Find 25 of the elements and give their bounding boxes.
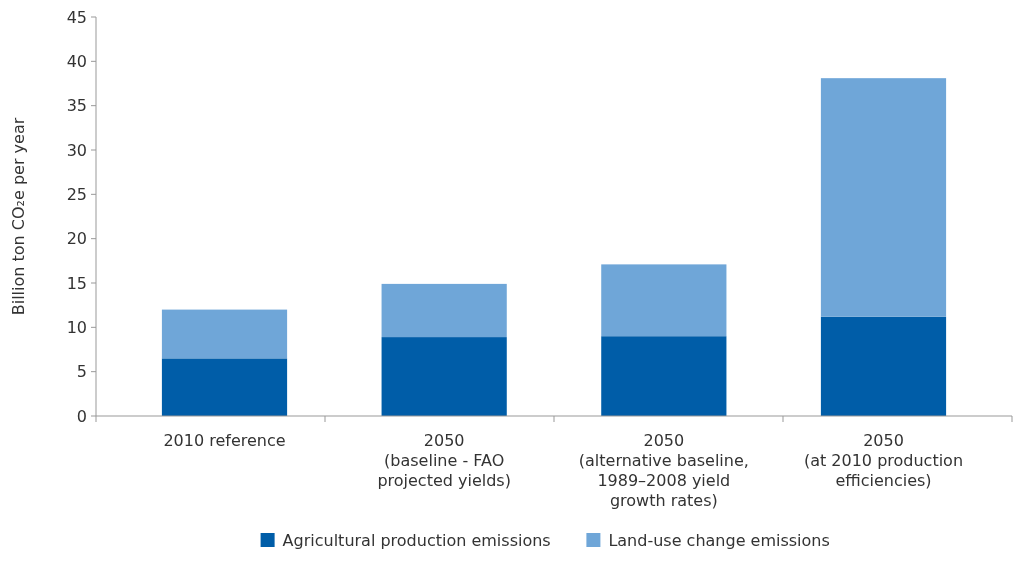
y-tick-label: 10: [66, 317, 87, 337]
y-tick-label: 15: [66, 273, 87, 293]
y-tick-label: 5: [76, 362, 87, 382]
bar: [820, 78, 947, 317]
bar: [381, 283, 507, 338]
bar: [601, 336, 727, 416]
bar: [601, 264, 727, 337]
bar: [820, 316, 947, 416]
y-tick-label: 30: [66, 140, 87, 160]
x-tick-label: 2050 (baseline - FAO projected yields): [377, 431, 511, 490]
legend-label: Land-use change emissions: [608, 530, 830, 550]
bar: [161, 309, 288, 359]
y-tick-label: 25: [66, 184, 87, 204]
y-tick-label: 40: [66, 51, 87, 71]
x-tick-label: 2050 (at 2010 production efficiencies): [803, 431, 964, 490]
y-axis-title: Billion ton CO₂e per year: [9, 117, 28, 316]
y-tick-label: 0: [76, 406, 87, 426]
x-tick-label: 2010 reference: [163, 431, 286, 450]
y-tick-label: 45: [66, 7, 87, 27]
y-tick-label: 35: [66, 96, 87, 116]
bar: [381, 337, 507, 416]
y-tick-label: 20: [66, 229, 87, 249]
legend-label: Agricultural production emissions: [282, 530, 551, 550]
x-tick-label: 2050 (alternative baseline, 1989–2008 yield growth rates): [578, 431, 749, 510]
bar: [161, 358, 288, 416]
